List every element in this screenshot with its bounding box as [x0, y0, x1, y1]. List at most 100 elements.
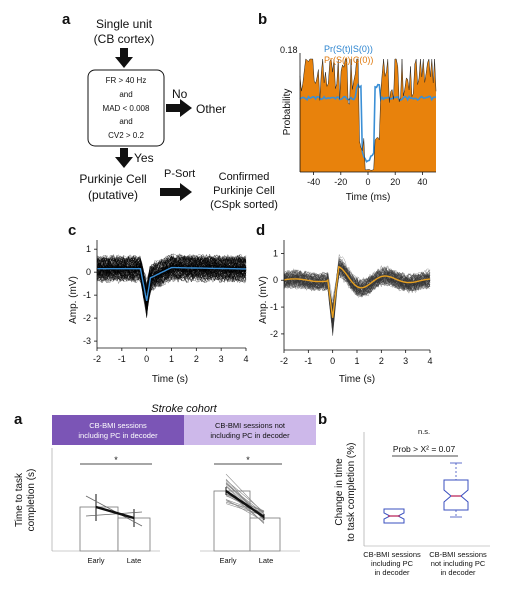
correlogram-xticks: -40 -20 0 20 40: [307, 172, 427, 187]
change-xtick-2-line-1: CB-BMI sessions: [429, 550, 487, 559]
panel-label-b-bottom: b: [318, 411, 327, 428]
ytick-label: -1: [83, 290, 91, 300]
xtick-label: -1: [118, 354, 126, 364]
xtick-label: -2: [280, 356, 288, 366]
right-mean-line: [225, 490, 265, 518]
panel-c-mean-waveform: [97, 266, 247, 302]
xtick-label: 3: [403, 356, 408, 366]
criteria-fr: FR > 40 Hz: [106, 76, 147, 85]
panel-c-xticks: -2 -1 0 1 2 3 4: [93, 348, 249, 364]
panel-d-yticks: 1 0 -1 -2: [270, 248, 284, 339]
waveform-trace: [283, 261, 431, 315]
xtick-right-early: Early: [219, 556, 236, 565]
right-subject-line: [225, 502, 265, 513]
change-panel: b Change in time to task completion (%) …: [318, 411, 490, 577]
ytick-label: -1: [270, 302, 278, 312]
bar-left-early: [79, 506, 119, 552]
change-ylabel-line-2: to task completion (%): [346, 443, 357, 542]
ytick-label: 1: [86, 244, 91, 254]
right-subject-line: [225, 483, 265, 514]
criteria-and-2: and: [119, 117, 132, 126]
panel-c-traces: [96, 252, 247, 319]
flowchart: a Single unit (CB cortex) FR > 40 Hz and…: [62, 11, 278, 211]
right-subject-line: [225, 499, 265, 514]
waveform-trace: [283, 260, 431, 322]
panel-label-a-bottom: a: [14, 411, 23, 428]
change-xtick-1-line-2: including PC: [371, 559, 414, 568]
panel-label-a-top: a: [62, 11, 71, 28]
criteria-mad: MAD < 0.008: [103, 104, 150, 113]
confirmed-line-2: Purkinje Cell: [213, 185, 275, 197]
right-subject-lines: [225, 473, 265, 524]
correlogram-ymax: 0.18: [280, 45, 298, 55]
ytick-label: 1: [273, 248, 278, 258]
correlogram-xtick-label: -20: [334, 177, 347, 187]
panel-d-xticks: -2 -1 0 1 2 3 4: [280, 350, 433, 366]
header-right-bg: [184, 415, 316, 445]
criteria-cv2: CV2 > 0.2: [108, 131, 144, 140]
waveform-trace: [96, 261, 247, 293]
right-arrow-icon: [160, 183, 192, 201]
xtick-label: 2: [379, 356, 384, 366]
sig-star-left: *: [114, 455, 118, 465]
xtick-label: -1: [304, 356, 312, 366]
stat-label: Prob > X² = 0.07: [393, 444, 456, 454]
waveform-trace: [96, 255, 247, 285]
change-xtick-1-line-1: CB-BMI sessions: [363, 550, 421, 559]
xtick-label: 1: [354, 356, 359, 366]
criteria-and-1: and: [119, 90, 132, 99]
correlogram-xtick-label: 20: [390, 177, 400, 187]
confirmed-line-1: Confirmed: [219, 171, 270, 183]
waveform-trace: [96, 269, 247, 310]
legend-ss: Pr(S(t)|S(0)): [324, 44, 373, 54]
cs-correlogram-outline: [299, 58, 437, 171]
xtick-left-late: Late: [127, 556, 142, 565]
xtick-right-late: Late: [259, 556, 274, 565]
header-left-line-2: including PC in decoder: [78, 431, 158, 440]
waveform-trace: [283, 274, 431, 315]
sig-star-right: *: [246, 455, 250, 465]
panel-c-ylabel: Amp. (mV): [68, 276, 79, 324]
ns-label: n.s.: [418, 427, 430, 436]
stroke-cohort-panel: a Stroke cohort CB-BMI sessions includin…: [14, 403, 316, 565]
panel-label-b-top: b: [258, 11, 267, 28]
header-right-line-2: including PC in decoder: [210, 431, 290, 440]
bar-right-early: [213, 490, 251, 552]
correlogram-xlabel: Time (ms): [346, 192, 391, 203]
waveform-trace: [96, 256, 247, 296]
stroke-ylabel-line-2: completion (s): [26, 469, 37, 532]
down-arrow-icon: [115, 148, 133, 168]
left-subject-line-2: [85, 511, 143, 517]
ss-correlogram-line: [299, 82, 436, 163]
psort-label: P-Sort: [164, 168, 195, 180]
correlogram-xtick-label: 40: [417, 177, 427, 187]
change-xtick-2-line-2: not including PC: [431, 559, 486, 568]
ytick-label: -3: [83, 336, 91, 346]
box-plot-2: [443, 479, 469, 511]
right-arrow-icon: [166, 99, 192, 117]
legend-cs: Pr(S(t)|C(0)): [324, 55, 373, 65]
xtick-label: -2: [93, 354, 101, 364]
confirmed-line-3: (CSpk sorted): [210, 199, 278, 211]
waveform-trace: [96, 259, 247, 309]
criteria-box: [87, 69, 165, 147]
waveform-trace: [283, 273, 431, 323]
ytick-label: -2: [270, 329, 278, 339]
panel-c-yticks: 1 0 -1 -2 -3: [83, 244, 97, 346]
ytick-label: 0: [86, 267, 91, 277]
change-xtick-1-line-3: in decoder: [374, 568, 410, 577]
cs-histogram-area: [300, 59, 436, 172]
waveform-trace: [283, 261, 431, 315]
down-arrow-icon: [115, 48, 133, 68]
correlogram-panel: b Probability 0.18 -40 -20 0 20 40 Time (ms)…: [258, 11, 437, 203]
xtick-label: 0: [330, 356, 335, 366]
yes-label: Yes: [134, 151, 154, 165]
ytick-label: -2: [83, 313, 91, 323]
no-label: No: [172, 87, 188, 101]
change-xtick-2-line-3: in decoder: [440, 568, 476, 577]
header-right-line-1: CB-BMI sessions not: [215, 421, 286, 430]
panel-d-traces: [283, 253, 431, 336]
xtick-left-early: Early: [87, 556, 104, 565]
purkinje-label: Purkinje Cell: [79, 172, 146, 186]
